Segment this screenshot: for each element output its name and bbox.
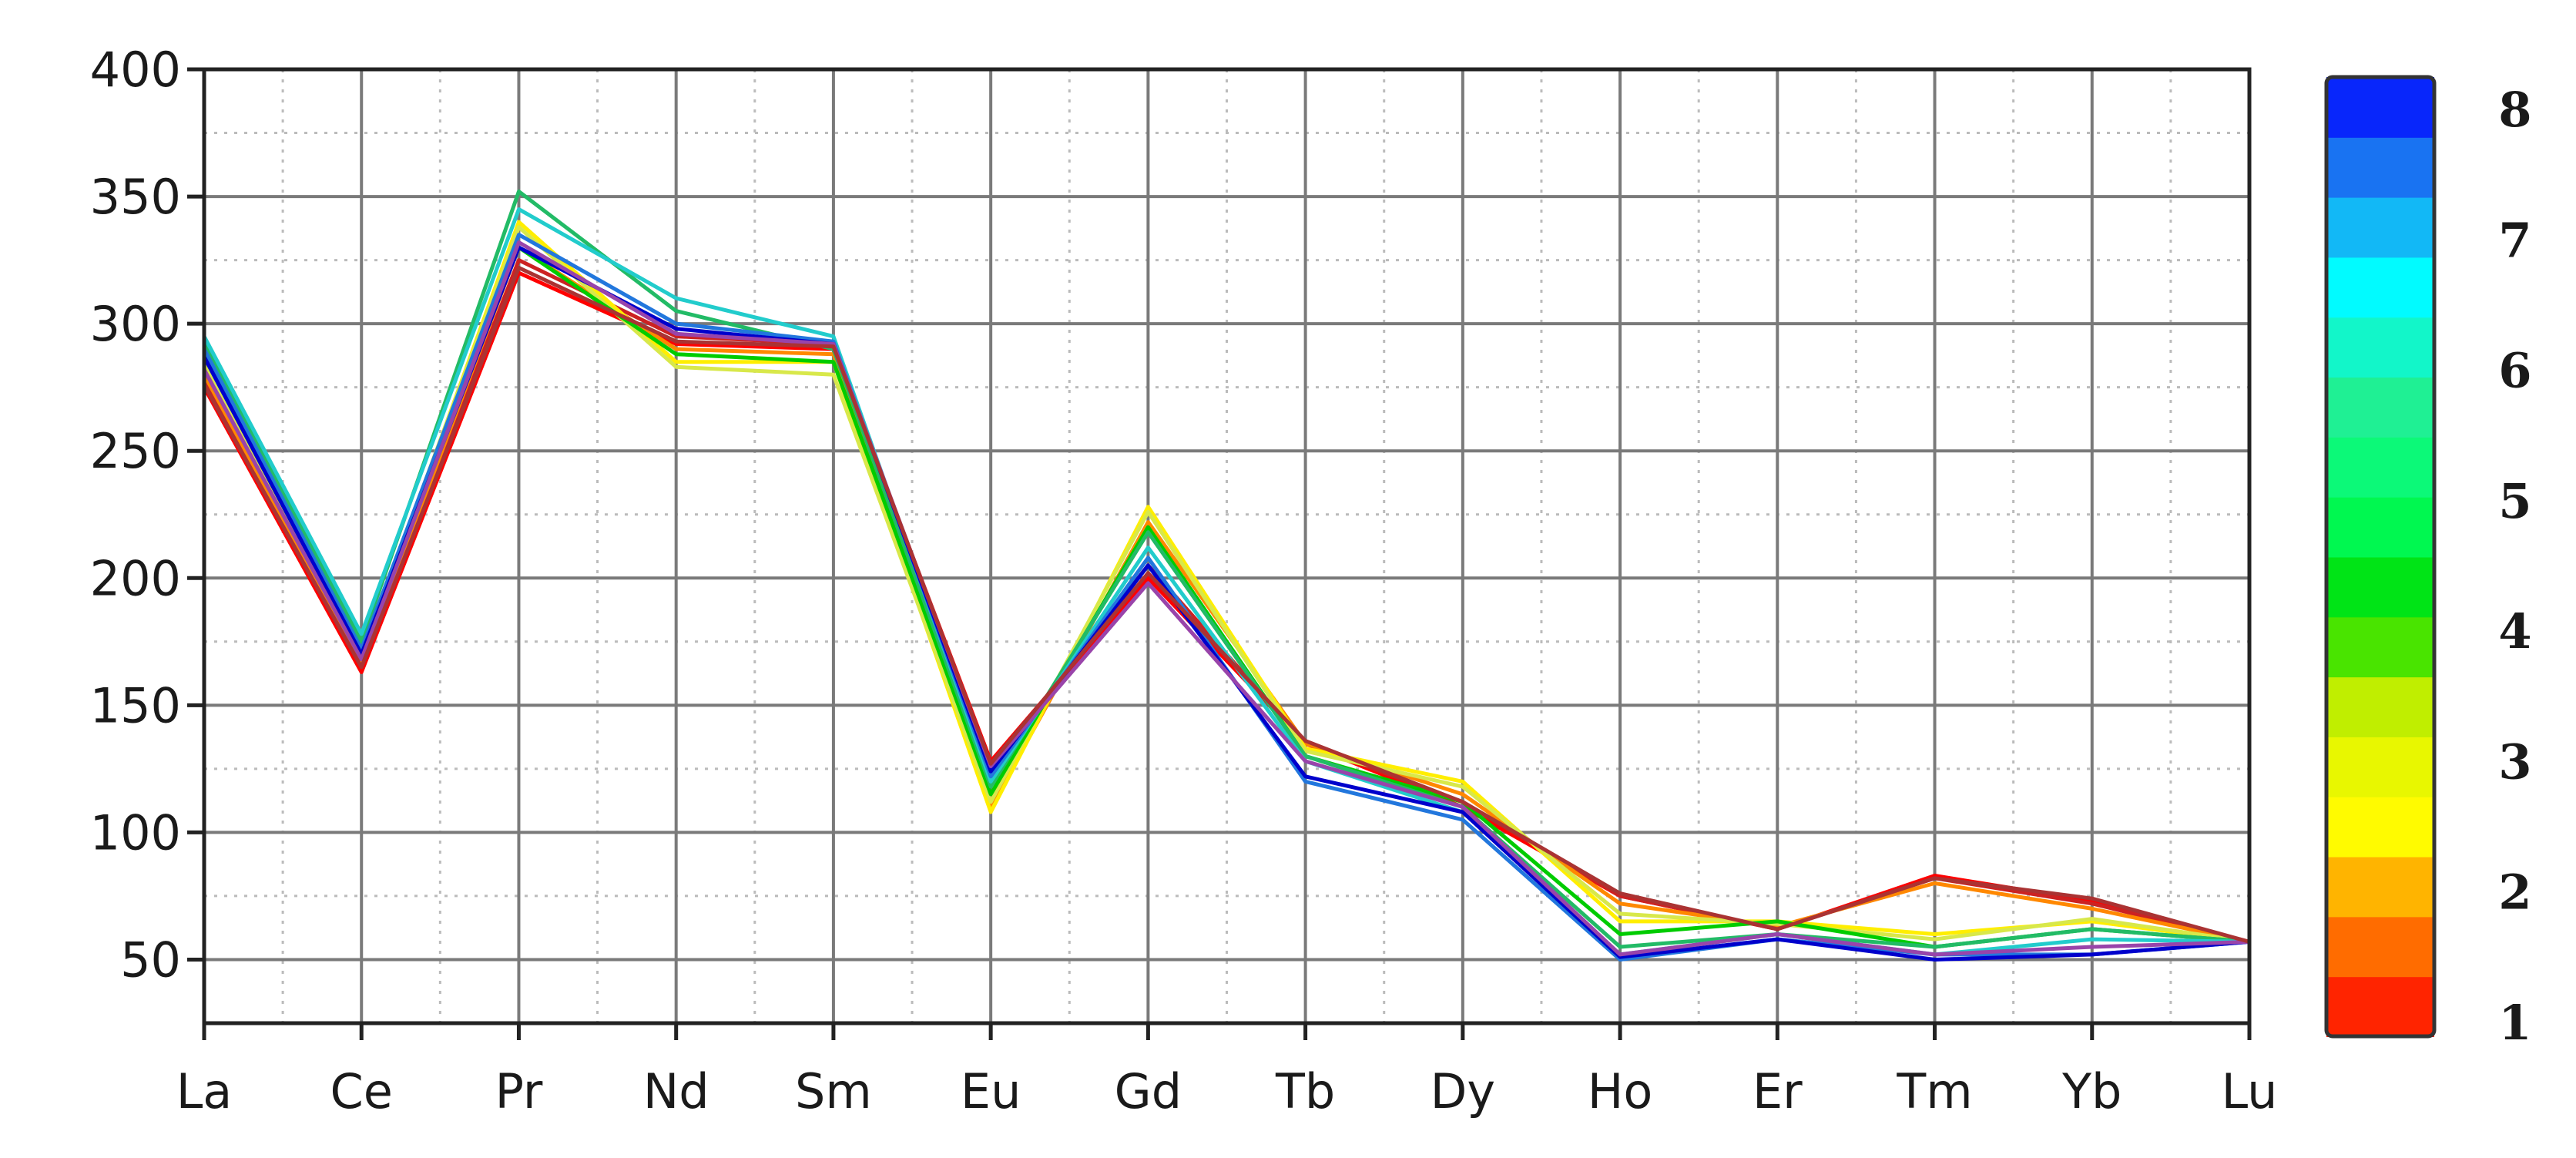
x-tick-label: Dy [1431, 1063, 1495, 1119]
colorbar-label: 7 [2498, 212, 2531, 268]
series-line-1 [202, 270, 2252, 944]
x-tick-label: Eu [961, 1063, 1021, 1119]
colorbar-label: 8 [2498, 82, 2531, 138]
series-lines [202, 190, 2252, 962]
colorbar-band [2326, 556, 2434, 618]
colorbar-band [2326, 196, 2434, 258]
series-line-7 [202, 190, 2252, 949]
series-line-11 [202, 240, 2252, 957]
x-tick-label: Yb [2061, 1063, 2122, 1119]
axes: 50 100 150 200 250 300 350 400 La Ce Pr Nd Sm Eu Gd Tb D… [90, 42, 2278, 1119]
y-tick-label: 50 [120, 931, 181, 988]
colorbar-band [2326, 916, 2434, 978]
colorbar-band [2326, 136, 2434, 198]
colorbar-label: 2 [2498, 864, 2531, 921]
x-tick-label: Pr [495, 1063, 543, 1119]
colorbar-band [2326, 496, 2434, 558]
y-tick-label: 200 [90, 550, 181, 606]
colorbar: 1 2 3 4 5 6 7 8 [2324, 75, 2532, 1051]
colorbar-label: 6 [2498, 343, 2531, 399]
y-tick-label: 250 [90, 423, 181, 479]
y-tick-label: 100 [90, 804, 181, 861]
y-tick-label: 400 [90, 42, 181, 98]
colorbar-band [2326, 616, 2434, 678]
x-tick-label: Tm [1896, 1063, 1972, 1119]
x-tick-label: La [176, 1063, 233, 1119]
colorbar-frame [2324, 75, 2437, 1039]
x-tick-label: Nd [643, 1063, 709, 1119]
colorbar-band [2326, 976, 2434, 1037]
colorbar-label: 1 [2498, 995, 2531, 1051]
colorbar-label: 4 [2498, 603, 2531, 660]
x-tick-label: Lu [2222, 1063, 2278, 1119]
plot-frame [202, 67, 2252, 1025]
colorbar-band [2326, 77, 2434, 138]
colorbar-band [2326, 676, 2434, 737]
series-line-5 [202, 225, 2252, 944]
colorbar-band [2326, 856, 2434, 918]
y-tick-label: 350 [90, 169, 181, 225]
x-tick-label: Sm [795, 1063, 872, 1119]
colorbar-band [2326, 377, 2434, 438]
colorbar-band [2326, 796, 2434, 858]
y-tick-label: 150 [90, 677, 181, 733]
x-tick-label: Tb [1275, 1063, 1335, 1119]
x-tick-label: Ho [1588, 1063, 1653, 1119]
grid-lines [203, 68, 2251, 1025]
y-tick-label: 300 [90, 296, 181, 352]
series-line-4 [202, 220, 2252, 944]
x-tick-label: Gd [1115, 1063, 1182, 1119]
x-tick-label: Er [1753, 1063, 1803, 1119]
colorbar-band [2326, 317, 2434, 378]
colorbar-band [2326, 436, 2434, 498]
colorbar-band [2326, 257, 2434, 318]
x-tick-label: Ce [330, 1063, 393, 1119]
colorbar-label: 5 [2498, 473, 2531, 529]
series-line-12 [202, 266, 2252, 944]
colorbar-label: 3 [2498, 733, 2531, 790]
colorbar-band [2326, 736, 2434, 797]
